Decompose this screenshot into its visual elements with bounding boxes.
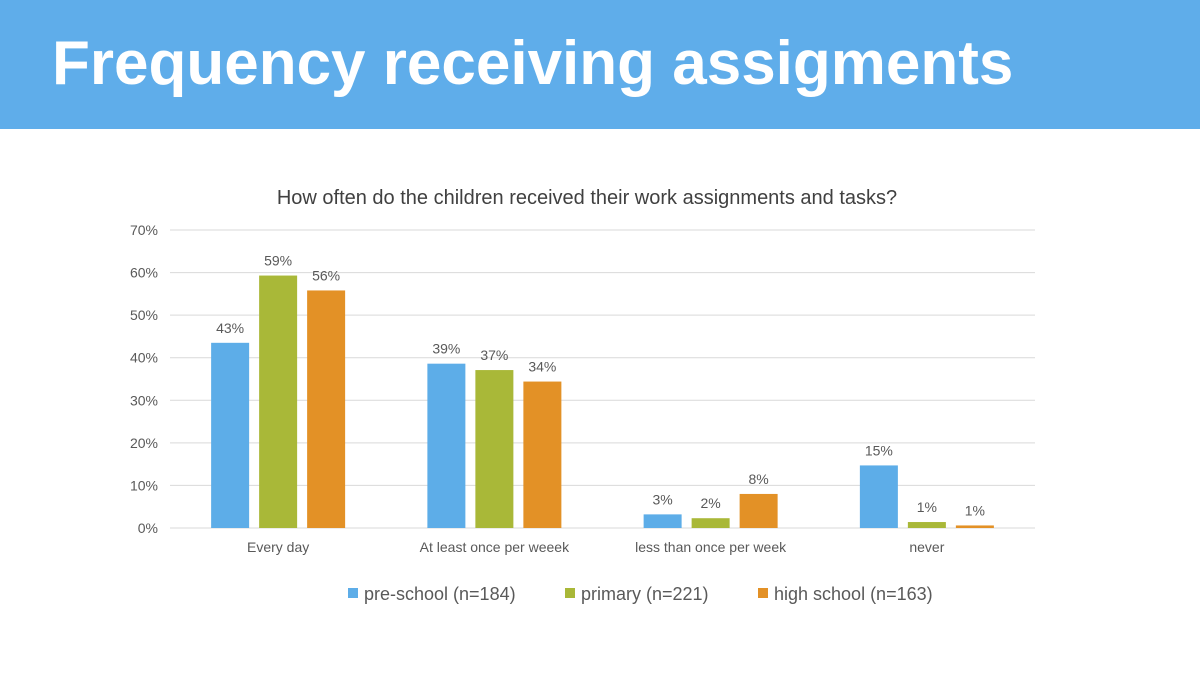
- x-tick-label: never: [909, 539, 944, 555]
- y-tick-label: 70%: [130, 222, 158, 238]
- bar: [907, 522, 946, 528]
- bar: [739, 493, 778, 528]
- legend-label: pre-school (n=184): [364, 584, 516, 604]
- legend-swatch: [758, 588, 768, 598]
- data-label: 37%: [480, 347, 508, 363]
- bar: [211, 342, 250, 528]
- bar: [259, 275, 298, 528]
- data-label: 3%: [653, 491, 673, 507]
- y-tick-label: 60%: [130, 265, 158, 281]
- x-tick-label: At least once per weeek: [420, 539, 570, 555]
- gridlines: [170, 229, 1035, 529]
- bar: [691, 518, 730, 528]
- bar: [475, 370, 514, 528]
- data-label: 2%: [701, 495, 721, 511]
- y-tick-label: 40%: [130, 350, 158, 366]
- bar: [643, 514, 682, 528]
- data-label: 15%: [865, 442, 893, 458]
- legend-label: primary (n=221): [581, 584, 709, 604]
- y-tick-label: 10%: [130, 477, 158, 493]
- bar: [955, 525, 994, 528]
- bar: [307, 290, 346, 528]
- data-label: 43%: [216, 320, 244, 336]
- data-label: 34%: [528, 359, 556, 375]
- slide-title: Frequency receiving assigments: [52, 29, 1014, 98]
- data-label: 1%: [917, 499, 937, 515]
- legend: pre-school (n=184) primary (n=221) high sc…: [348, 584, 933, 604]
- bars: [211, 275, 994, 528]
- x-tick-label: Every day: [247, 539, 309, 555]
- bar: [427, 363, 466, 528]
- data-label: 8%: [749, 471, 769, 487]
- y-axis-ticks: 0% 10% 20% 30% 40% 50% 60% 70%: [130, 222, 158, 536]
- data-label: 56%: [312, 267, 340, 283]
- data-label: 1%: [965, 502, 985, 518]
- bar: [523, 381, 562, 528]
- y-tick-label: 0%: [138, 520, 158, 536]
- x-axis-ticks: Every day At least once per weeek less tha…: [247, 539, 945, 555]
- y-tick-label: 20%: [130, 435, 158, 451]
- y-tick-label: 50%: [130, 307, 158, 323]
- title-banner: Frequency receiving assigments: [0, 0, 1200, 129]
- data-label: 39%: [432, 341, 460, 357]
- legend-swatch: [565, 588, 575, 598]
- data-labels: 43% 59% 56% 39% 37% 34% 3% 2% 8% 15% 1% 1%: [216, 253, 985, 519]
- x-tick-label: less than once per week: [635, 539, 787, 555]
- data-label: 59%: [264, 253, 292, 269]
- legend-swatch: [348, 588, 358, 598]
- legend-label: high school (n=163): [774, 584, 933, 604]
- chart-title: How often do the children received their…: [277, 187, 897, 209]
- bar: [859, 465, 898, 528]
- y-tick-label: 30%: [130, 392, 158, 408]
